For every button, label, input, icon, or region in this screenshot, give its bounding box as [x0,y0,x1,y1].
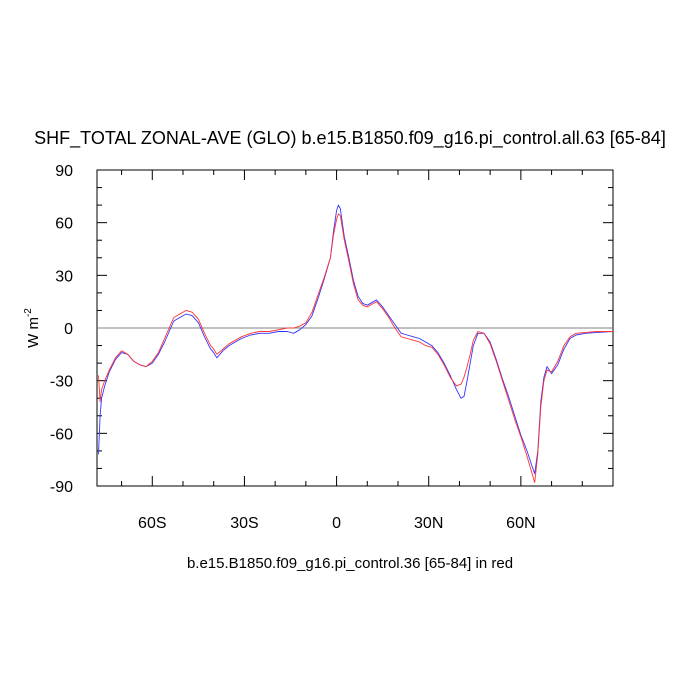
x-tick-label: 30S [230,515,258,532]
x-tick-label: 0 [332,515,341,532]
series-layer [98,204,614,483]
minor-ticks [97,170,613,486]
y-tick-label: -30 [50,374,73,391]
y-tick-label: 0 [64,321,73,338]
major-ticks [97,169,613,487]
x-tick-label: 60N [506,515,535,532]
x-tick-label: 30N [414,515,443,532]
chart-title: SHF_TOTAL ZONAL-AVE (GLO) b.e15.B1850.f0… [34,128,666,149]
y-axis-label: W m-2 [23,308,42,348]
y-tick-label: 60 [55,216,73,233]
series-line-1 [98,204,614,475]
y-tick-label: 90 [55,163,73,180]
chart-footer: b.e15.B1850.f09_g16.pi_control.36 [65-84… [187,555,513,572]
y-tick-label: -60 [50,426,73,443]
y-tick-labels: 90 60 30 0 -30 -60 -90 [50,163,73,496]
y-tick-label: 30 [55,268,73,285]
x-tick-labels: 60S 30S 0 30N 60N [138,515,535,532]
y-axis-label-superscript: -2 [23,308,34,317]
series-line-2 [98,213,613,483]
y-tick-label: -90 [50,479,73,496]
plot-area [96,169,614,487]
y-axis-label-main: W m [25,317,42,348]
x-tick-label: 60S [138,515,166,532]
